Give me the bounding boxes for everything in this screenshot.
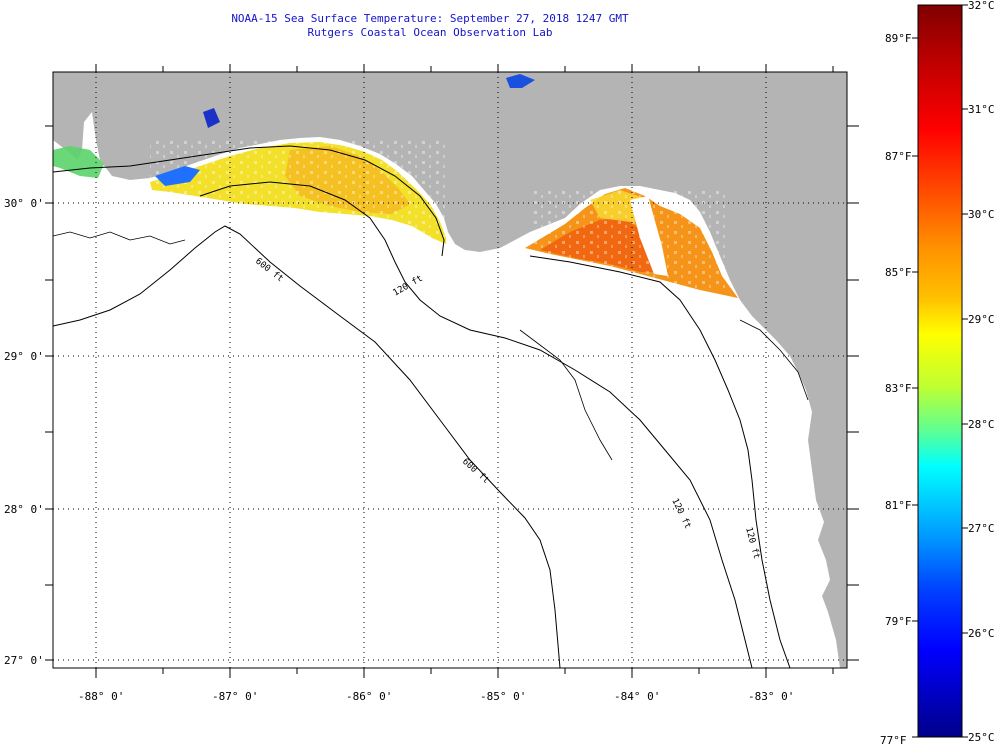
contour-line-120ft-east bbox=[529, 255, 791, 668]
tick-marks bbox=[45, 64, 859, 678]
fahrenheit-label-83: 83°F bbox=[885, 382, 912, 395]
celsius-label-32: 32°C bbox=[968, 0, 995, 12]
celsius-label-31: 31°C bbox=[968, 103, 995, 116]
lat-label-30: 30° 0' bbox=[4, 197, 44, 210]
celsius-label-27: 27°C bbox=[968, 522, 995, 535]
lon-label-84: -84° 0' bbox=[614, 690, 660, 703]
coastline-bays bbox=[53, 231, 809, 461]
lon-label-87: -87° 0' bbox=[212, 690, 258, 703]
fahrenheit-label-79: 79°F bbox=[885, 615, 912, 628]
fahrenheit-label-81: 81°F bbox=[885, 499, 912, 512]
cloud-speckle-west bbox=[150, 140, 450, 240]
celsius-label-26: 26°C bbox=[968, 627, 995, 640]
cool-water-patch-bay bbox=[203, 108, 220, 128]
lat-label-27: 27° 0' bbox=[4, 654, 44, 667]
fahrenheit-label-77: 77°F bbox=[880, 734, 907, 747]
cool-water-patch-north bbox=[506, 74, 535, 88]
color-scale-ticks bbox=[912, 4, 968, 738]
celsius-label-30: 30°C bbox=[968, 208, 995, 221]
lat-label-29: 29° 0' bbox=[4, 350, 44, 363]
contour-line-120ft-mid bbox=[199, 181, 753, 668]
lon-label-86: -86° 0' bbox=[346, 690, 392, 703]
map-plot-area: 600 ft 120 ft 600 ft 120 ft 120 ft bbox=[53, 72, 847, 668]
celsius-label-25: 25°C bbox=[968, 731, 995, 744]
color-scale-bar bbox=[917, 4, 963, 738]
fahrenheit-label-87: 87°F bbox=[885, 150, 912, 163]
sst-swath-panhandle-cool bbox=[53, 146, 104, 178]
map-subtitle: Rutgers Coastal Ocean Observation Lab bbox=[307, 26, 553, 39]
fahrenheit-label-85: 85°F bbox=[885, 266, 912, 279]
lon-label-88: -88° 0' bbox=[78, 690, 124, 703]
map-title: NOAA-15 Sea Surface Temperature: Septemb… bbox=[231, 12, 629, 25]
cloud-speckle-east bbox=[530, 190, 730, 290]
cloud-gap bbox=[630, 196, 668, 276]
contour-line-600ft-west bbox=[53, 225, 561, 668]
color-scale-legend: 32°C 31°C 30°C 29°C 28°C 27°C 26°C 25°C … bbox=[880, 0, 995, 747]
lat-label-28: 28° 0' bbox=[4, 503, 44, 516]
contour-line-120ft-west bbox=[53, 145, 445, 257]
celsius-label-29: 29°C bbox=[968, 313, 995, 326]
lon-label-83: -83° 0' bbox=[748, 690, 794, 703]
fahrenheit-label-89: 89°F bbox=[885, 32, 912, 45]
lon-label-85: -85° 0' bbox=[480, 690, 526, 703]
map-frame bbox=[52, 71, 848, 669]
celsius-label-28: 28°C bbox=[968, 418, 995, 431]
cool-water-patch-coast bbox=[155, 166, 200, 186]
